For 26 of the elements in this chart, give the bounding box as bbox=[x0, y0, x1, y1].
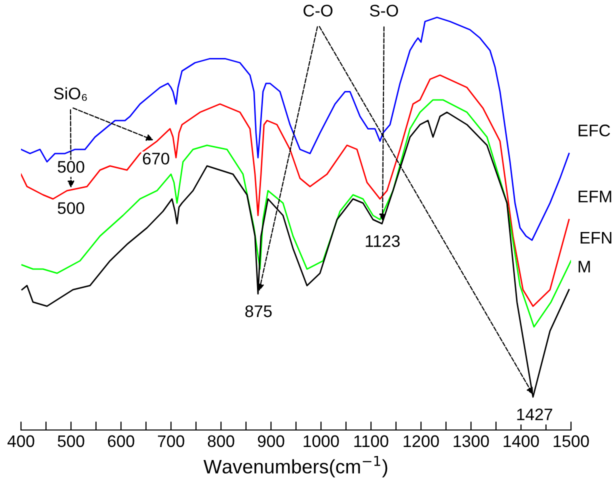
text: S-O bbox=[370, 4, 398, 17]
x-tick-label: 1100 bbox=[354, 435, 388, 448]
series-label: EFC bbox=[578, 124, 610, 136]
series-label: EFN bbox=[580, 232, 612, 244]
x-tick-label: 900 bbox=[258, 435, 284, 448]
x-tick-label: 1500 bbox=[554, 435, 589, 448]
x-tick-label: 1300 bbox=[454, 435, 489, 448]
x-axis-title: Wavenumbers(cm$^{−1}$) bbox=[204, 456, 388, 478]
x-tick-label: 500 bbox=[58, 435, 84, 448]
x-tick-label: 700 bbox=[158, 435, 184, 448]
x-tick-label: 600 bbox=[108, 435, 134, 448]
annotation: 1427 bbox=[517, 408, 552, 420]
x-tick-label: 1400 bbox=[504, 435, 539, 448]
annotation: 875 bbox=[245, 305, 272, 318]
annotation: SiO₆ bbox=[54, 87, 87, 101]
x-tick-label: 1000 bbox=[304, 435, 339, 448]
series-label: EFM bbox=[578, 190, 612, 202]
x-tick-label: 800 bbox=[208, 435, 234, 448]
text: C-O bbox=[304, 4, 332, 17]
annotation: 670 bbox=[142, 152, 170, 165]
annotation: 500 bbox=[58, 160, 84, 173]
annotation: 1123 bbox=[366, 235, 400, 248]
x-tick-label: 1200 bbox=[404, 435, 439, 448]
series-label: M bbox=[578, 260, 590, 272]
annotation: 500 bbox=[58, 202, 84, 214]
x-tick-label: 400 bbox=[7, 435, 34, 448]
